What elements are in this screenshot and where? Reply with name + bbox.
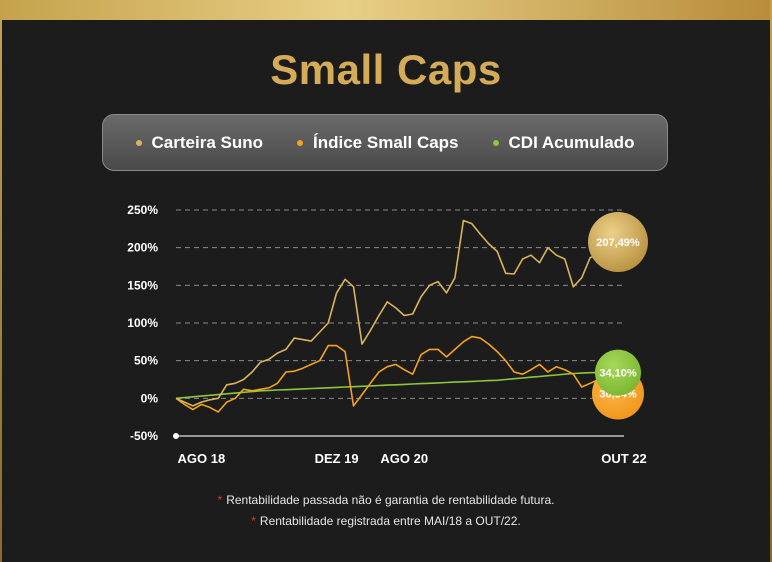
legend-dot-cdi-acumulado <box>492 139 499 146</box>
end-bubble-carteira-suno: 207,49% <box>588 212 648 273</box>
x-axis-origin-dot <box>173 433 179 439</box>
x-tick-label: OUT 22 <box>601 451 647 466</box>
legend-item-cdi-acumulado: CDI Acumulado <box>492 132 635 153</box>
y-tick-labels: 250% 200% 150% 100% 50% 0% -50% <box>127 203 158 443</box>
legend-label-indice-small-caps: Índice Small Caps <box>313 132 459 152</box>
legend: Carteira Suno Índice Small Caps CDI Acum… <box>102 114 668 171</box>
x-tick-label: DEZ 19 <box>315 451 359 466</box>
legend-label-cdi-acumulado: CDI Acumulado <box>508 132 635 152</box>
y-tick-label: 200% <box>127 241 158 255</box>
end-value-label: 207,49% <box>596 237 640 249</box>
legend-label-carteira-suno: Carteira Suno <box>151 132 264 152</box>
legend-dot-indice-small-caps <box>297 139 304 146</box>
series-lines <box>175 219 624 413</box>
y-tick-label: 50% <box>134 354 158 368</box>
x-tick-labels: AGO 18 DEZ 19 AGO 20 OUT 22 <box>178 451 647 466</box>
top-accent-bar <box>0 0 772 20</box>
series-line--ndice-small-caps <box>175 335 624 413</box>
end-value-bubbles: 30,34%34,10%207,49% <box>588 212 648 420</box>
left-border <box>0 0 2 562</box>
legend-dot-carteira-suno <box>135 139 142 146</box>
footnote-1: * Rentabilidade passada não é garantia de… <box>0 490 772 511</box>
footnote-marker: * <box>217 493 223 507</box>
end-value-label: 34,10% <box>599 368 637 380</box>
series-line-cdi-acumulado <box>175 371 624 400</box>
y-tick-label: 0% <box>141 391 159 405</box>
right-border <box>770 0 772 562</box>
legend-item-carteira-suno: Carteira Suno <box>135 132 264 153</box>
x-tick-label: AGO 18 <box>178 451 226 466</box>
end-bubble-cdi-acumulado: 34,10% <box>595 349 641 396</box>
grid-lines <box>173 209 624 439</box>
y-tick-label: -50% <box>130 429 158 443</box>
series-line-carteira-suno <box>175 219 624 407</box>
footnote-text-2: Rentabilidade registrada entre MAI/18 a … <box>259 514 521 528</box>
y-tick-label: 150% <box>127 278 158 292</box>
footnote-text-1: Rentabilidade passada não é garantia de … <box>226 493 555 507</box>
footnotes: * Rentabilidade passada não é garantia de… <box>0 490 772 532</box>
x-tick-label: AGO 20 <box>380 451 428 466</box>
y-tick-label: 100% <box>127 316 158 330</box>
footnote-2: * Rentabilidade registrada entre MAI/18 a… <box>0 511 772 532</box>
y-tick-label: 250% <box>127 203 158 217</box>
legend-item-indice-small-caps: Índice Small Caps <box>297 133 459 153</box>
chart-title: Small Caps <box>270 46 502 93</box>
footnote-marker: * <box>251 514 256 528</box>
